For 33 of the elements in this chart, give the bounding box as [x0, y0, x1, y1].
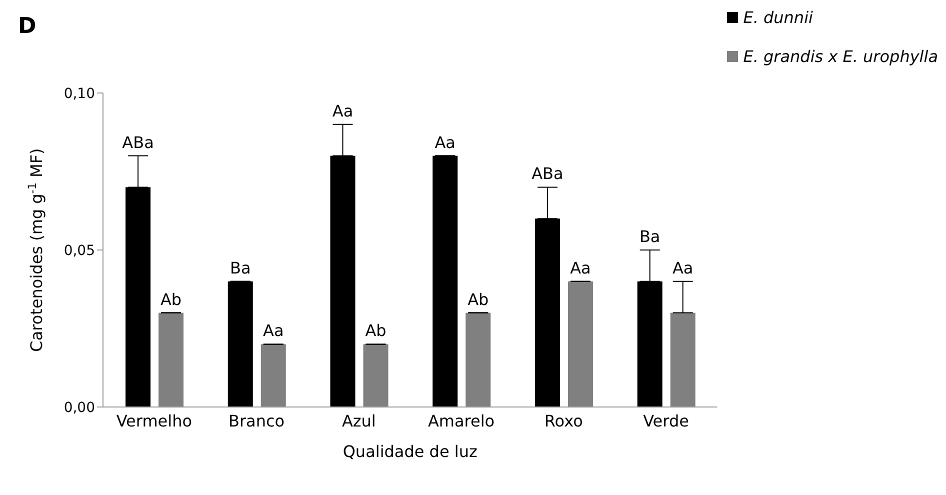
- chart-title: D: [18, 14, 36, 39]
- bar: [466, 312, 491, 407]
- data-label: Aa: [263, 321, 284, 340]
- x-tick-label: Azul: [342, 411, 376, 430]
- data-label: Aa: [672, 258, 694, 278]
- data-label: Ba: [639, 227, 660, 246]
- bar: [260, 344, 286, 407]
- x-tick-label: Verde: [643, 411, 689, 430]
- data-label: Ba: [230, 258, 251, 278]
- bar: [228, 281, 253, 407]
- data-label: ABa: [532, 164, 564, 184]
- bar: [568, 281, 593, 407]
- data-label: Ab: [365, 321, 386, 340]
- data-label: ABa: [122, 132, 154, 152]
- bar: [670, 312, 696, 407]
- data-label: Ab: [468, 290, 489, 309]
- y-tick-label: 0,00: [64, 400, 95, 416]
- x-tick-label: Amarelo: [428, 411, 495, 430]
- bar: [158, 312, 184, 407]
- x-axis-title: Qualidade de luz: [342, 442, 478, 461]
- data-label: Aa: [434, 132, 456, 152]
- data-label: Ab: [160, 290, 182, 309]
- bar: [432, 156, 458, 407]
- x-tick-label: Roxo: [544, 411, 583, 430]
- legend-label: E. dunnii: [743, 8, 813, 27]
- legend-label: E. grandis x E. urophylla: [743, 47, 938, 66]
- x-tick-label: Branco: [228, 411, 285, 430]
- y-tick-label: 0,10: [64, 86, 95, 102]
- data-label: Aa: [570, 258, 591, 278]
- bar: [363, 344, 388, 407]
- y-tick-label: 0,05: [64, 242, 95, 259]
- data-label: Aa: [332, 101, 354, 120]
- x-tick-label: Vermelho: [116, 411, 192, 430]
